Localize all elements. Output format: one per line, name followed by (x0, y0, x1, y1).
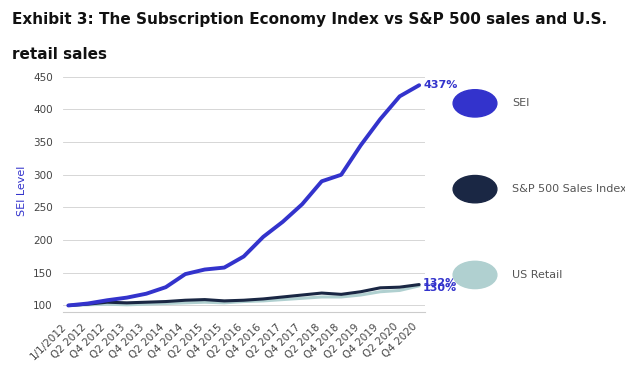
Text: US Retail: US Retail (512, 270, 563, 280)
Y-axis label: SEI Level: SEI Level (18, 166, 28, 216)
Text: 132%: 132% (423, 278, 458, 287)
Text: 437%: 437% (423, 80, 458, 90)
Text: 130%: 130% (423, 284, 457, 293)
Text: Exhibit 3: The Subscription Economy Index vs S&P 500 sales and U.S.: Exhibit 3: The Subscription Economy Inde… (12, 12, 608, 27)
Text: S&P 500 Sales Index: S&P 500 Sales Index (512, 184, 625, 194)
Text: retail sales: retail sales (12, 47, 108, 62)
Text: SEI: SEI (512, 98, 530, 108)
